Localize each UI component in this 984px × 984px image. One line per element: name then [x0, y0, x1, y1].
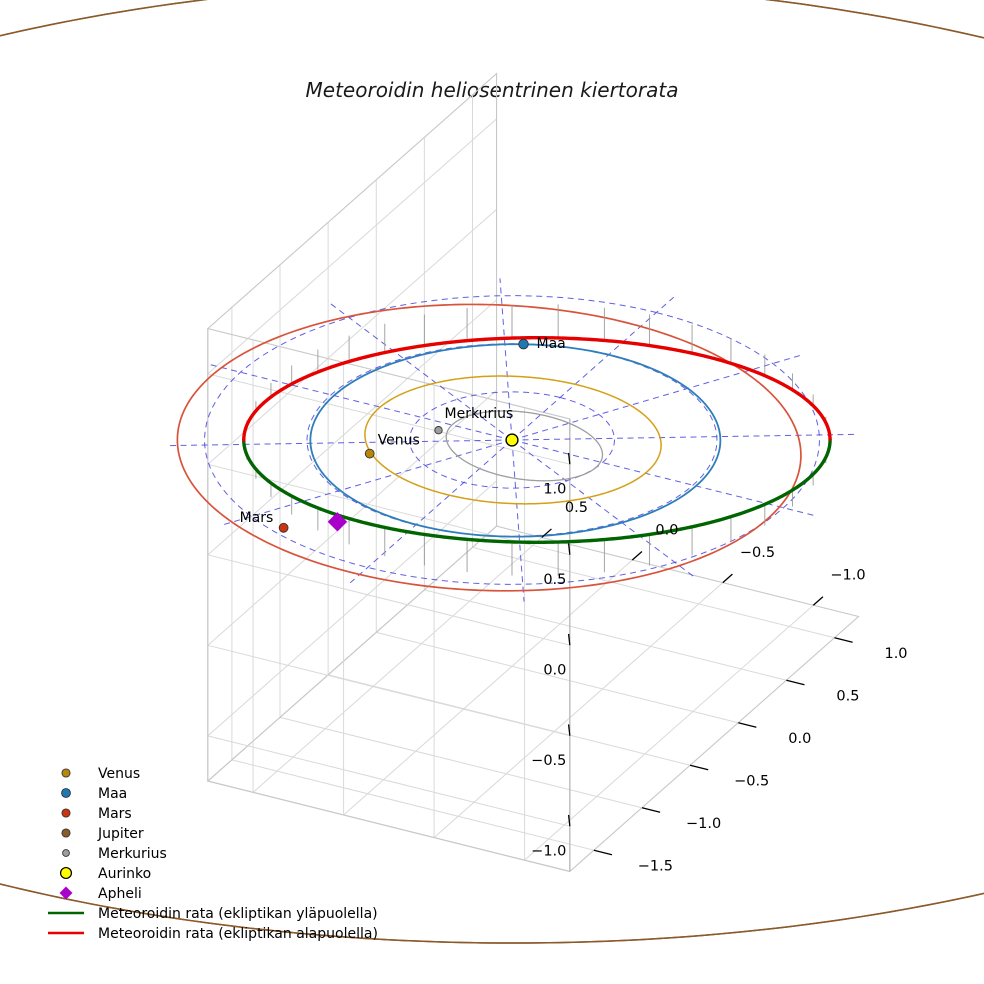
legend-label: Mars	[98, 806, 132, 822]
z-tick-1-tickmark	[567, 543, 571, 555]
legend-item-merkurius[interactable]: Merkurius	[62, 846, 167, 862]
body-label-Mars: Mars	[240, 510, 274, 526]
z-tick-2-tickmark	[567, 633, 571, 646]
marker-Venus	[364, 448, 375, 459]
body-label-Merkurius: Merkurius	[445, 406, 514, 422]
y-tick-2-tickmark	[722, 573, 733, 584]
marker-Mars	[278, 522, 289, 533]
x-tick-4-tickmark	[786, 679, 805, 686]
legend-item-aurinko[interactable]: Aurinko	[59, 866, 152, 882]
legend-item-apheli[interactable]: Apheli	[59, 886, 142, 902]
y-tick-0: 0.5	[565, 500, 588, 516]
diamond-marker	[59, 886, 73, 900]
x-tick-4: 0.5	[836, 689, 859, 705]
y-tick-3-tickmark	[812, 596, 824, 606]
y-tick-0-tickmark	[541, 528, 552, 538]
z-tick-3: −0.5	[531, 753, 566, 769]
x-tick-3: 0.0	[788, 731, 811, 747]
body-label-Maa: Maa	[537, 336, 566, 352]
z-tick-4: −1.0	[531, 843, 566, 859]
legend-label: Merkurius	[98, 846, 167, 862]
meteoroid-below-ecliptic	[242, 336, 832, 442]
axis-ticks: −1.5 −1.0 −0.5 0.0 0.5 1.0 0.5 0.0 −0.5 −1.0 1.0 0.…	[531, 452, 908, 875]
z-tick-4-tickmark	[567, 814, 571, 827]
orbit-Merkurius-rata	[445, 410, 604, 482]
orbit-Venus-rata	[364, 375, 662, 505]
legend-label: Maa	[98, 786, 127, 802]
legend-label: Meteoroidin rata (ekliptikan yläpuolella…	[98, 906, 378, 922]
meteoroid-orbit	[242, 336, 832, 544]
z-tick-0-tickmark	[567, 452, 571, 465]
polar-grid	[167, 278, 857, 602]
z-tick-1: 0.5	[543, 572, 566, 588]
body-labels: Mars Venus Merkurius Maa	[240, 336, 566, 526]
legend-label: Meteoroidin rata (ekliptikan alapuolella…	[98, 926, 378, 942]
y-tick-3: −1.0	[830, 568, 865, 584]
x-tick-2-tickmark	[689, 764, 709, 771]
x-tick-0-tickmark	[593, 849, 613, 856]
legend-item-jupiter[interactable]: Jupiter	[61, 826, 144, 842]
x-tick-1: −1.0	[686, 816, 721, 832]
marker-Maa	[518, 338, 529, 350]
page-title: Meteoroidin heliosentrinen kiertorata	[306, 78, 679, 102]
x-tick-0: −1.5	[638, 859, 673, 875]
x-tick-5: 1.0	[884, 646, 907, 662]
x-tick-5-tickmark	[834, 637, 853, 643]
body-label-Venus: Venus	[378, 433, 420, 449]
y-tick-1-tickmark	[631, 551, 643, 561]
circle-marker	[62, 849, 70, 857]
legend-label: Jupiter	[97, 826, 144, 842]
circle-marker	[61, 788, 71, 798]
legend-label: Aurinko	[98, 866, 151, 882]
legend-item-mars[interactable]: Mars	[61, 806, 132, 822]
sun-marker	[59, 866, 73, 880]
legend-item-meteoroidin[interactable]: Meteoroidin rata (ekliptikan yläpuolella…	[48, 906, 378, 922]
circle-marker	[61, 828, 71, 838]
x-tick-3-tickmark	[738, 722, 757, 728]
orbit-Mars-rata	[176, 303, 802, 592]
marker-Merkurius	[434, 426, 443, 435]
legend-item-venus[interactable]: Venus	[61, 766, 140, 782]
orbit-curves	[0, 0, 984, 944]
legend-label: Venus	[98, 766, 140, 782]
marker-Apheli	[327, 512, 348, 532]
z-tick-0: 1.0	[543, 481, 566, 497]
z-tick-2: 0.0	[543, 662, 566, 678]
legend-item-meteoroidin[interactable]: Meteoroidin rata (ekliptikan alapuolella…	[48, 926, 378, 942]
circle-marker	[61, 808, 71, 818]
z-tick-3-tickmark	[567, 724, 571, 736]
orbit-Jupiter-rata	[0, 0, 984, 944]
x-tick-1-tickmark	[641, 807, 661, 813]
legend-label: Apheli	[98, 886, 142, 902]
body-markers	[278, 338, 529, 533]
y-tick-2: −0.5	[740, 545, 775, 561]
meteoroid-above-ecliptic	[242, 437, 832, 544]
legend[interactable]: Venus Maa Mars Jupiter Merkurius Aurinko Aphel…	[48, 766, 378, 942]
orbit-Maa-rata	[309, 343, 722, 538]
y-tick-1: 0.0	[655, 522, 678, 538]
x-tick-2: −0.5	[734, 774, 769, 790]
marker-Aurinko	[505, 433, 519, 447]
legend-item-maa[interactable]: Maa	[61, 786, 128, 802]
circle-marker	[61, 768, 71, 778]
